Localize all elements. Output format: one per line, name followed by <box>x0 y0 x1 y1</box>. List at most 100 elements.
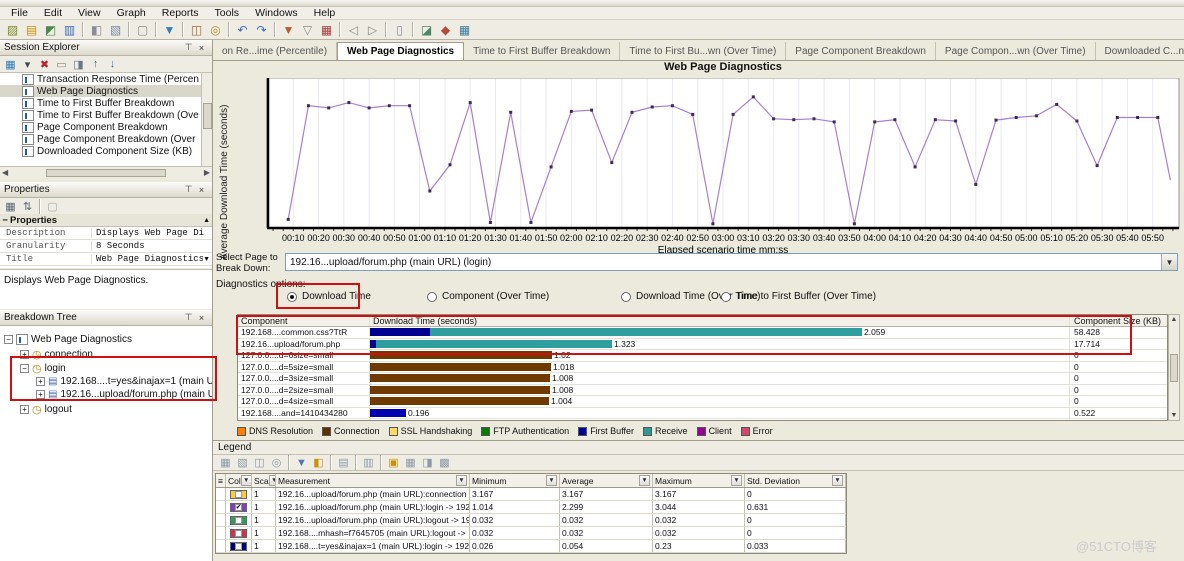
redo-icon[interactable]: ↷ <box>252 21 271 38</box>
scroll-up-icon[interactable]: ▲ <box>1171 316 1178 323</box>
session-item-downloaded-component-size[interactable]: Downloaded Component Size (KB) <box>0 145 212 157</box>
clear-filter-icon[interactable]: ▽ <box>298 21 317 38</box>
component-row[interactable]: 127.0.0....d=4size=small 1.004 0 <box>238 396 1167 408</box>
measurement-checkbox[interactable] <box>235 543 242 550</box>
measurement-color-cell[interactable]: ✔ <box>226 501 252 513</box>
measurement-swatch[interactable] <box>230 542 247 551</box>
scroll-left-icon[interactable]: ◀ <box>2 168 8 177</box>
tab-transaction-response-time-percentile[interactable]: on Re...ime (Percentile) <box>213 42 337 60</box>
export-report-icon[interactable]: ▧ <box>106 21 125 38</box>
close-icon[interactable]: × <box>195 312 208 324</box>
radio-component-over-time[interactable]: Component (Over Time) <box>427 291 549 302</box>
undo-icon[interactable]: ↶ <box>233 21 252 38</box>
save-legend-icon[interactable]: ▩ <box>436 455 453 470</box>
filter-dropdown-icon[interactable]: ▼ <box>269 475 276 486</box>
columns-icon[interactable]: ▥ <box>360 455 377 470</box>
column-measurement[interactable]: Measurement▼ <box>276 474 470 487</box>
session-item-page-component-breakdown[interactable]: Page Component Breakdown <box>0 121 212 133</box>
filter-dropdown-icon[interactable]: ▼ <box>639 475 650 486</box>
combo-dropdown-icon[interactable]: ▼ <box>1161 254 1177 270</box>
tree-node-web-page-diagnostics[interactable]: − Web Page Diagnostics <box>4 334 132 345</box>
menu-view[interactable]: View <box>71 7 108 19</box>
hide-all-icon[interactable]: ▧ <box>234 455 251 470</box>
filter-dropdown-icon[interactable]: ▼ <box>832 475 843 486</box>
diagnostics-line-chart[interactable]: 00:1000:2000:3000:4000:5001:0001:1001:20… <box>266 78 1180 254</box>
highlight-icon[interactable]: ◎ <box>268 455 285 470</box>
measurement-swatch[interactable]: ✔ <box>230 503 247 512</box>
measurement-checkbox[interactable] <box>235 530 242 537</box>
raw-data-icon[interactable]: ▦ <box>455 21 474 38</box>
new-graph-dropdown-icon[interactable]: ▾ <box>19 57 36 72</box>
tab-page-component-breakdown-over-time[interactable]: Page Compon...wn (Over Time) <box>936 42 1096 60</box>
rename-icon[interactable]: ▭ <box>53 57 70 72</box>
zoom-icon[interactable]: ◎ <box>206 21 225 38</box>
pin-icon[interactable]: ⊤ <box>182 312 195 324</box>
legend-row[interactable]: 1 192.16...upload/forum.php (main URL):c… <box>216 488 846 501</box>
legend-row[interactable]: ✔ 1 192.16...upload/forum.php (main URL)… <box>216 501 846 514</box>
tab-web-page-diagnostics[interactable]: Web Page Diagnostics <box>337 42 464 60</box>
legend-row[interactable]: 1 192.168....mhash=f7645705 (main URL):l… <box>216 527 846 540</box>
scroll-down-icon[interactable]: ▼ <box>203 256 212 263</box>
scroll-down-icon[interactable]: ▼ <box>1171 412 1178 419</box>
column-component-size[interactable]: Component Size (KB) <box>1070 316 1167 326</box>
session-item-transaction-response-time[interactable]: Transaction Response Time (Percen <box>0 73 212 85</box>
column-color[interactable]: Col▼ <box>226 474 252 487</box>
tree-node-url-inajax[interactable]: + ▤ 192.168....t=yes&inajax=1 (main URL) <box>36 376 212 387</box>
tree-node-url-forum-php[interactable]: + ▤ 192.16...upload/forum.php (main URL) <box>36 389 212 400</box>
categorized-view-icon[interactable]: ▦ <box>2 199 19 214</box>
print-icon[interactable]: ▦ <box>317 21 336 38</box>
forward-icon[interactable]: ▷ <box>363 21 382 38</box>
session-item-time-to-first-buffer[interactable]: Time to First Buffer Breakdown <box>0 97 212 109</box>
column-component[interactable]: Component <box>238 316 370 326</box>
session-horizontal-scrollbar[interactable]: ◀ ▶ <box>0 166 212 178</box>
collapse-icon[interactable]: − <box>0 215 10 226</box>
menu-file[interactable]: File <box>4 7 35 19</box>
scroll-right-icon[interactable]: ▶ <box>204 168 210 177</box>
menu-help[interactable]: Help <box>307 7 343 19</box>
apply-filter-icon[interactable]: ▼ <box>279 21 298 38</box>
delete-graph-icon[interactable]: ✖ <box>36 57 53 72</box>
add-graph-icon[interactable]: ◩ <box>41 21 60 38</box>
tree-node-connection[interactable]: + ◷ connection <box>20 348 93 361</box>
menu-edit[interactable]: Edit <box>37 7 69 19</box>
column-minimum[interactable]: Minimum▼ <box>470 474 560 487</box>
measurement-swatch[interactable] <box>230 516 247 525</box>
granularity-icon[interactable]: ◫ <box>187 21 206 38</box>
measurement-color-cell[interactable] <box>226 488 252 500</box>
filter-measurement-icon[interactable]: ▼ <box>293 455 310 470</box>
session-item-time-to-first-buffer-over-time[interactable]: Time to First Buffer Breakdown (Ove <box>0 109 212 121</box>
filter-icon[interactable]: ▼ <box>160 21 179 38</box>
component-grid-scrollbar[interactable]: ▲ ▼ <box>1168 314 1180 421</box>
back-icon[interactable]: ◁ <box>344 21 363 38</box>
open-session-icon[interactable]: ▤ <box>22 21 41 38</box>
cross-result-icon[interactable]: ◪ <box>417 21 436 38</box>
sort-icon[interactable]: ▤ <box>335 455 352 470</box>
configure-measurement-icon[interactable]: ◧ <box>310 455 327 470</box>
menu-tools[interactable]: Tools <box>208 7 247 19</box>
tab-time-to-first-buffer-over-time[interactable]: Time to First Bu...wn (Over Time) <box>620 42 786 60</box>
component-row[interactable]: 192.168....and=1410434278 0.18 0.418 <box>238 419 1167 421</box>
duplicate-icon[interactable]: ◨ <box>70 57 87 72</box>
measurement-color-cell[interactable] <box>226 514 252 526</box>
measurement-checkbox[interactable] <box>235 491 242 498</box>
properties-group-row[interactable]: − Properties ▲ <box>0 214 212 227</box>
move-down-icon[interactable]: ↓ <box>104 57 121 72</box>
web-page-diagnostics-icon[interactable]: ▣ <box>385 455 402 470</box>
tab-page-component-breakdown[interactable]: Page Component Breakdown <box>786 42 936 60</box>
collapse-icon[interactable]: − <box>4 335 13 344</box>
measurement-color-cell[interactable] <box>226 527 252 539</box>
filter-dropdown-icon[interactable]: ▼ <box>241 475 252 486</box>
page-setup-icon[interactable]: ▯ <box>390 21 409 38</box>
pin-icon[interactable]: ⊤ <box>182 42 195 54</box>
component-row[interactable]: 127.0.0....d=6size=small 1.02 0 <box>238 350 1167 362</box>
tab-time-to-first-buffer-breakdown[interactable]: Time to First Buffer Breakdown <box>464 42 620 60</box>
clipboard-icon[interactable]: ▢ <box>133 21 152 38</box>
close-icon[interactable]: × <box>195 42 208 54</box>
copy-graph-icon[interactable]: ◧ <box>87 21 106 38</box>
pin-icon[interactable]: ⊤ <box>182 184 195 196</box>
measurement-swatch[interactable] <box>230 529 247 538</box>
scroll-thumb[interactable] <box>46 169 166 177</box>
legend-row[interactable]: 1 192.168....t=yes&inajax=1 (main URL):l… <box>216 540 846 553</box>
property-row-description[interactable]: Description Displays Web Page Di <box>0 227 212 240</box>
raw-data-icon[interactable]: ▦ <box>402 455 419 470</box>
